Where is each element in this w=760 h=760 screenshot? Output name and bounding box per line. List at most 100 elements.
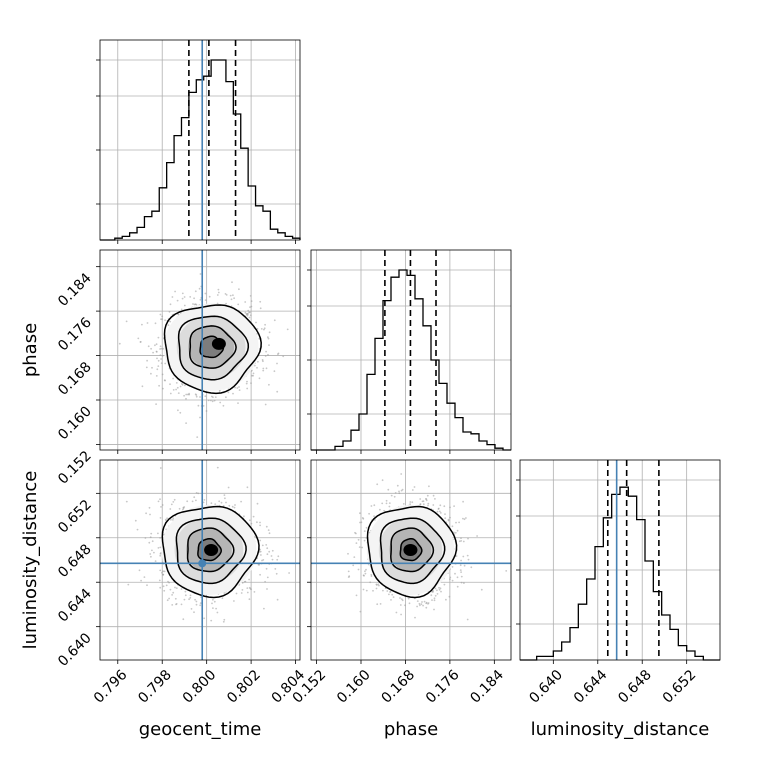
scatter-point [236,387,239,389]
contour-line [379,517,446,585]
scatter-point [244,301,247,303]
scatter-point [203,617,206,620]
scatter-point [347,570,350,573]
scatter-point [164,518,167,521]
scatter-point [197,492,200,495]
truth-marker [198,559,207,568]
scatter-point [449,516,451,519]
scatter-point [433,608,435,611]
scatter-point [210,502,213,505]
scatter-point [216,466,219,469]
scatter-point [250,382,252,384]
scatter-point [370,575,373,577]
scatter-point [179,385,182,388]
scatter-point [190,608,193,610]
scatter-point [388,505,391,508]
scatter-point [175,382,178,384]
scatter-point [159,517,162,519]
scatter-point [233,506,236,509]
scatter-point [183,394,186,397]
scatter-point [140,579,143,582]
scatter-point [248,519,251,522]
scatter-point [212,396,214,399]
scatter-point [265,567,268,570]
scatter-point [460,540,463,542]
scatter-point [175,388,178,391]
scatter-point [268,383,270,386]
scatter-point [157,547,160,549]
scatter-point [151,366,153,369]
scatter-point [185,397,187,400]
scatter-point [157,500,160,503]
scatter-point [195,499,197,502]
scatter-point [460,575,463,578]
scatter-point [264,580,266,583]
scatter-point [398,492,401,495]
scatter-point [160,362,163,365]
scatter-point [203,499,206,501]
y-tick-label: 0.168 [55,359,95,399]
scatter-point [127,583,130,586]
scatter-point [164,362,167,365]
scatter-point [194,393,197,396]
scatter-point [445,598,447,601]
scatter-point [141,323,143,326]
scatter-point [159,554,162,557]
scatter-point [398,490,400,493]
scatter-point [232,392,234,395]
scatter-point [444,513,446,515]
scatter-point [148,541,151,544]
scatter-point [244,311,247,314]
scatter-point [225,501,227,504]
scatter-point [195,600,198,603]
scatter-point [456,529,459,532]
scatter-point [422,604,424,607]
contour-line [390,527,435,573]
scatter-point [215,607,218,610]
panel-content [100,460,300,660]
scatter-point [262,367,265,370]
scatter-point [420,603,423,606]
scatter-point [347,552,349,555]
scatter-point [252,372,255,375]
scatter-point [222,404,225,407]
x-tick-label: 0.798 [135,667,175,707]
scatter-point [267,353,269,356]
scatter-point [161,571,163,574]
scatter-point [246,591,249,594]
scatter-point [256,502,259,505]
scatter-point [256,328,259,330]
scatter-point [257,360,259,363]
scatter-point [159,586,162,589]
scatter-point [369,581,372,584]
scatter-point [395,611,398,614]
scatter-point [374,519,376,521]
scatter-point [268,532,271,535]
scatter-point [159,553,162,555]
scatter-point [264,323,266,326]
scatter-point [167,580,169,583]
scatter-point [460,559,462,562]
panel-background [100,40,300,240]
scatter-point [155,403,158,405]
scatter-point [171,594,174,596]
scatter-point [150,555,152,558]
scatter-point [223,618,226,621]
scatter-point [160,506,162,508]
scatter-point [372,589,374,592]
scatter-point [150,532,153,535]
scatter-point [253,591,256,593]
scatter-point [210,619,213,622]
scatter-point [159,354,162,356]
scatter-point [413,486,416,488]
scatter-point [138,569,141,572]
scatter-point [227,391,230,394]
scatter-point [427,504,429,507]
scatter-point [357,538,360,541]
scatter-point [161,373,164,376]
scatter-point [243,515,245,518]
scatter-point [156,357,158,360]
scatter-point [365,526,368,529]
scatter-point [466,618,469,621]
scatter-point [466,554,469,557]
